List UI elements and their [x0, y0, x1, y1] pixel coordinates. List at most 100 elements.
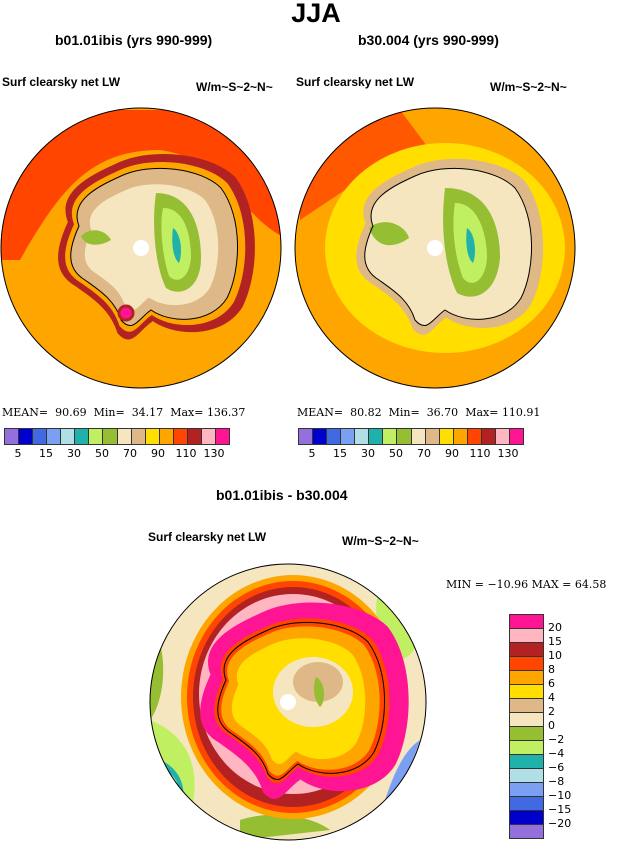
mean-value: 90.69 [55, 406, 87, 419]
colorbar-tick-label: 110 [175, 447, 197, 460]
colorbar-tick-label: 70 [123, 447, 137, 460]
panel-1-variable: Surf clearsky net LW [2, 75, 121, 89]
colorbar-tick-label: 6 [548, 677, 555, 690]
colorbar-swatch [481, 429, 496, 444]
colorbar-swatch [510, 615, 543, 629]
panel-1-stats: MEAN= 90.69 Min= 34.17 Max= 136.37 [2, 406, 245, 419]
panel-2-subtitle: b30.004 (yrs 990-999) [358, 32, 499, 48]
colorbar-swatch [495, 429, 510, 444]
colorbar-swatch [47, 429, 62, 444]
colorbar-swatch [145, 429, 160, 444]
max-label: Max= [170, 406, 204, 419]
colorbar-tick-label: 70 [417, 447, 431, 460]
colorbar-swatch [510, 755, 543, 769]
colorbar-difference [509, 614, 544, 839]
colorbar-swatch [510, 713, 543, 727]
panel-1-units: W/m~S~2~N~ [196, 80, 273, 94]
panel-2-variable: Surf clearsky net LW [296, 75, 415, 89]
mean-label: MEAN= [2, 406, 49, 419]
colorbar-panel-1 [4, 428, 230, 445]
colorbar-tick-label: 130 [203, 447, 225, 460]
figure-title: JJA [291, 0, 341, 28]
colorbar-tick-label: −20 [548, 817, 572, 830]
colorbar-tick-label: 15 [39, 447, 53, 460]
colorbar-swatch [510, 629, 543, 643]
colorbar-swatch [201, 429, 216, 444]
colorbar-swatch [369, 429, 384, 444]
colorbar-swatch [510, 671, 543, 685]
min-label: Min= [388, 406, 420, 419]
colorbar-tick-label: −15 [548, 803, 572, 816]
colorbar-tick-label: 8 [548, 663, 555, 676]
colorbar-swatch [313, 429, 328, 444]
colorbar-swatch [510, 769, 543, 783]
diff-minmax: MIN = −10.96 MAX = 64.58 [446, 578, 607, 591]
diff-title: b01.01ibis - b30.004 [216, 487, 348, 503]
panel-2-stats: MEAN= 80.82 Min= 36.70 Max= 110.91 [297, 406, 540, 419]
colorbar-swatch [187, 429, 202, 444]
colorbar-swatch [75, 429, 90, 444]
colorbar-tick-label: 5 [14, 447, 22, 460]
colorbar-swatch [327, 429, 342, 444]
colorbar-tick-label: 2 [548, 705, 555, 718]
colorbar-tick-label: 4 [548, 691, 555, 704]
colorbar-tick-label: −4 [548, 747, 565, 760]
colorbar-swatch [453, 429, 468, 444]
colorbar-tick-label: 130 [497, 447, 519, 460]
colorbar-tick-label: 15 [548, 635, 562, 648]
colorbar-swatch [33, 429, 48, 444]
max-label: Max= [465, 406, 499, 419]
colorbar-swatch [341, 429, 356, 444]
diff-variable: Surf clearsky net LW [148, 530, 267, 544]
colorbar-swatch [510, 825, 543, 838]
mean-value: 80.82 [350, 406, 382, 419]
colorbar-tick-label: −10 [548, 789, 572, 802]
colorbar-tick-label: 30 [361, 447, 375, 460]
colorbar-swatch [103, 429, 118, 444]
colorbar-swatch [510, 811, 543, 825]
panel-2-units: W/m~S~2~N~ [490, 80, 567, 94]
map-panel-2 [295, 108, 575, 388]
mean-label: MEAN= [297, 406, 344, 419]
colorbar-swatch [411, 429, 426, 444]
colorbar-tick-label: −8 [548, 775, 565, 788]
colorbar-tick-label: 10 [548, 649, 562, 662]
colorbar-swatch [510, 741, 543, 755]
colorbar-tick-label: 15 [333, 447, 347, 460]
colorbar-panel-2 [298, 428, 524, 445]
colorbar-tick-label: 0 [548, 719, 555, 732]
min-value: 34.17 [131, 406, 164, 419]
colorbar-swatch [510, 657, 543, 671]
colorbar-swatch [509, 429, 523, 444]
colorbar-swatch [510, 727, 543, 741]
colorbar-tick-label: 50 [95, 447, 109, 460]
colorbar-swatch [510, 643, 543, 657]
colorbar-swatch [5, 429, 20, 444]
colorbar-swatch [510, 783, 543, 797]
diff-units: W/m~S~2~N~ [342, 534, 419, 548]
colorbar-tick-label: 110 [469, 447, 491, 460]
colorbar-swatch [510, 699, 543, 713]
min-value: 36.70 [426, 406, 459, 419]
colorbar-tick-label: 5 [308, 447, 316, 460]
colorbar-swatch [355, 429, 370, 444]
colorbar-swatch [510, 685, 543, 699]
colorbar-swatch [299, 429, 314, 444]
colorbar-tick-label: 30 [67, 447, 81, 460]
colorbar-swatch [131, 429, 146, 444]
colorbar-swatch [117, 429, 132, 444]
panel-1-subtitle: b01.01ibis (yrs 990-999) [55, 32, 213, 48]
colorbar-tick-label: 90 [151, 447, 165, 460]
colorbar-swatch [510, 797, 543, 811]
map-difference [150, 564, 426, 840]
colorbar-swatch [425, 429, 440, 444]
colorbar-tick-label: −6 [548, 761, 565, 774]
colorbar-swatch [159, 429, 174, 444]
colorbar-tick-label: 90 [445, 447, 459, 460]
min-label: Min= [93, 406, 125, 419]
max-value: 136.37 [206, 406, 246, 419]
colorbar-swatch [467, 429, 482, 444]
colorbar-swatch [19, 429, 34, 444]
max-value: 110.91 [501, 406, 541, 419]
